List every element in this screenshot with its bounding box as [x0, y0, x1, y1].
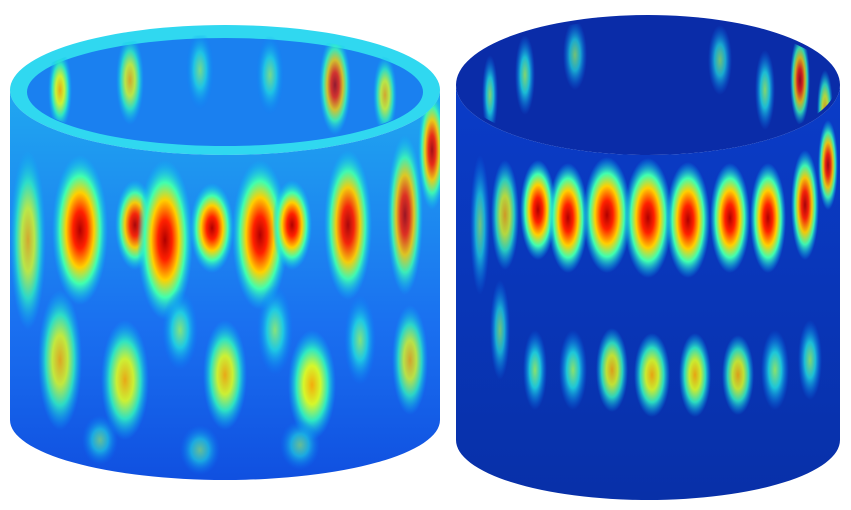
intensity-blob: [491, 160, 519, 270]
intensity-blob: [634, 333, 670, 417]
scene: [0, 0, 851, 510]
intensity-blob: [583, 157, 631, 273]
intensity-blob: [324, 150, 372, 300]
intensity-blob: [256, 35, 284, 115]
intensity-blob: [798, 320, 822, 400]
intensity-blob: [515, 35, 535, 115]
intensity-blob: [257, 285, 293, 375]
intensity-blob: [280, 420, 320, 470]
intensity-blob: [710, 163, 750, 273]
intensity-blob: [392, 305, 428, 415]
intensity-blob: [708, 25, 732, 95]
intensity-blob: [272, 180, 312, 270]
intensity-blob: [162, 290, 198, 370]
intensity-blob: [180, 425, 220, 475]
intensity-blob: [116, 35, 144, 125]
intensity-blob: [190, 183, 234, 273]
intensity-blob: [666, 162, 710, 278]
intensity-blob: [624, 158, 672, 278]
intensity-blob: [722, 335, 754, 415]
intensity-blob: [750, 163, 786, 273]
intensity-blob: [563, 20, 587, 90]
intensity-blob: [387, 135, 423, 295]
intensity-blob: [755, 50, 775, 130]
intensity-blob: [82, 415, 118, 465]
right-interior: [456, 15, 840, 155]
intensity-blob: [186, 30, 214, 110]
intensity-blob: [679, 333, 711, 417]
intensity-blob: [203, 320, 247, 430]
left-interior: [27, 38, 423, 146]
intensity-blob: [791, 150, 819, 260]
intensity-blob: [523, 330, 547, 410]
intensity-blob: [596, 328, 628, 412]
intensity-blob: [548, 163, 588, 273]
page: (() => { const ns = 'http://www.w3.org/2…: [0, 0, 851, 510]
intensity-blob: [38, 290, 82, 430]
intensity-blob: [490, 280, 510, 380]
intensity-blob: [559, 330, 587, 410]
intensity-blob: [10, 150, 46, 330]
intensity-blob: [818, 120, 838, 210]
intensity-blob: [470, 155, 490, 295]
intensity-blob: [761, 330, 789, 410]
intensity-blob: [52, 155, 108, 305]
intensity-blob: [344, 295, 376, 385]
intensity-blob: [319, 35, 351, 135]
